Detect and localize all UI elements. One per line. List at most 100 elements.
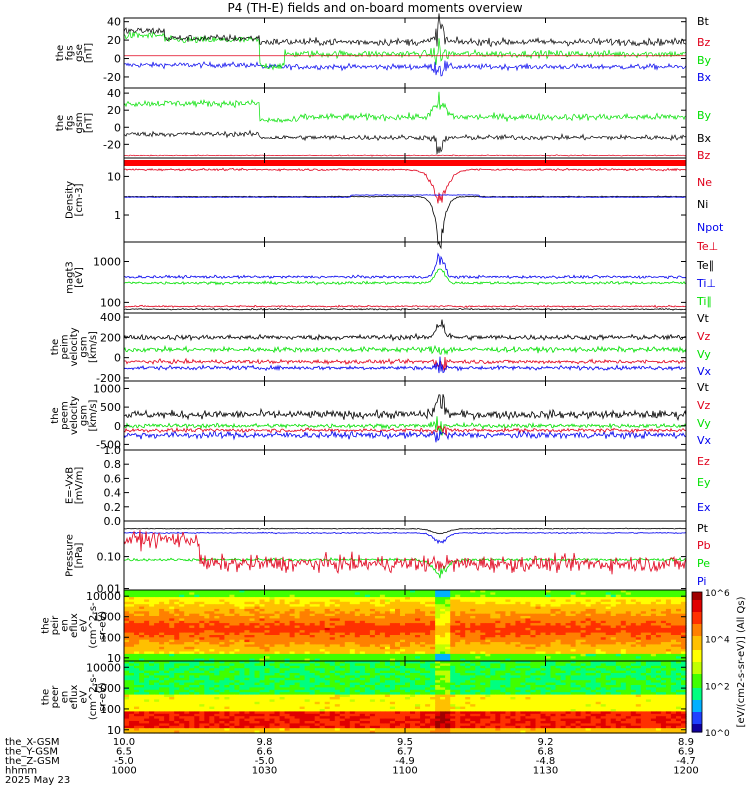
e-field-ytick: 0.0 bbox=[104, 515, 122, 528]
peir-eflux-spectrogram bbox=[124, 590, 687, 662]
temperature-ytick: 1000 bbox=[93, 256, 121, 269]
xtick-hhmm: 1100 bbox=[392, 766, 417, 777]
xtick-y: 6.6 bbox=[257, 747, 273, 758]
fgs-gse-legend-By: By bbox=[697, 54, 712, 67]
pressure-ytick: 0.10 bbox=[97, 551, 122, 564]
fgs-gsm-series-Bx bbox=[123, 129, 687, 155]
colorbar-tick: 10^2 bbox=[705, 682, 730, 692]
fgs-gse-ytick: -20 bbox=[103, 71, 121, 84]
density-ytick: 10 bbox=[107, 170, 121, 183]
e-field-ytick: 0.6 bbox=[104, 472, 122, 485]
xaxis-row-label: hhmm bbox=[5, 766, 37, 777]
peer-eflux-ytick: 1000 bbox=[93, 682, 121, 695]
peem-velocity-legend-Vy: Vy bbox=[697, 417, 711, 430]
pressure-series-Pt bbox=[124, 527, 687, 535]
peim-velocity-legend-Vx: Vx bbox=[697, 365, 712, 378]
density-ytick: 1 bbox=[114, 209, 121, 222]
peem-velocity-ytick: 500 bbox=[100, 401, 121, 414]
density-series-Ne bbox=[123, 167, 687, 204]
xtick-z: -5.0 bbox=[114, 756, 134, 767]
fgs-gsm-series-By bbox=[123, 91, 687, 124]
peem-velocity-series-Vx bbox=[123, 429, 687, 443]
peim-velocity-legend-Vz: Vz bbox=[697, 330, 711, 343]
pressure-ylabel: Pressure[nPa] bbox=[64, 534, 85, 577]
fgs-gse-ytick: 0 bbox=[114, 53, 121, 66]
peem-velocity-ytick: 0 bbox=[114, 420, 121, 433]
fgs-gse-legend-Bt: Bt bbox=[697, 15, 710, 28]
peem-velocity-ytick: -500 bbox=[96, 438, 121, 451]
colorbar-tick: 10^0 bbox=[705, 729, 730, 739]
e-field-legend-Ez: Ez bbox=[697, 455, 710, 468]
peem-velocity-series-Vy bbox=[123, 416, 687, 436]
temperature-legend-Ti: Ti∥ bbox=[696, 295, 712, 308]
fgs-gse-ytick: 20 bbox=[107, 34, 121, 47]
peim-velocity-ytick: 200 bbox=[100, 331, 121, 344]
temperature-series-Ti bbox=[123, 252, 687, 280]
temperature-ylabel: magt3[eV] bbox=[64, 261, 85, 294]
e-field-ytick: 1.0 bbox=[104, 444, 122, 457]
temperature-ytick: 100 bbox=[100, 296, 121, 309]
xtick-x: 10.0 bbox=[113, 737, 135, 748]
peem-velocity-legend-Vx: Vx bbox=[697, 434, 712, 447]
xtick-z: -4.8 bbox=[536, 756, 556, 767]
peim-velocity-ytick: 400 bbox=[100, 311, 121, 324]
xtick-z: -4.7 bbox=[676, 756, 696, 767]
fgs-gse-series-Bx bbox=[123, 60, 687, 77]
temperature-legend-Ti: Ti⊥ bbox=[696, 277, 716, 290]
temperature-series-Te bbox=[123, 304, 687, 309]
density-legend-Npot: Npot bbox=[697, 221, 724, 234]
e-field-ytick: 0.4 bbox=[104, 487, 122, 500]
xtick-hhmm: 1130 bbox=[533, 766, 558, 777]
temperature-legend-Te: Te∥ bbox=[696, 259, 714, 272]
density-legend-Ni: Ni bbox=[697, 198, 708, 211]
peim-velocity-series-Vx bbox=[123, 356, 687, 374]
pressure-legend-Pe: Pe bbox=[697, 557, 710, 570]
pressure-series-Pe bbox=[123, 557, 687, 579]
xtick-y: 6.8 bbox=[538, 747, 554, 758]
fgs-gse-series-Bt bbox=[123, 13, 687, 48]
xtick-y: 6.9 bbox=[678, 747, 694, 758]
peer-eflux-spectrogram bbox=[124, 661, 687, 734]
plot-title: P4 (TH-E) fields and on-board moments ov… bbox=[227, 1, 523, 15]
peim-velocity-series-Vz bbox=[123, 356, 687, 371]
peem-velocity-ytick: 1000 bbox=[93, 382, 121, 395]
pressure-series-Pi bbox=[123, 531, 687, 545]
pressure-series-Pb bbox=[123, 529, 687, 575]
temperature-series-Ti bbox=[123, 268, 687, 286]
xaxis-row-label: the_Z-GSM bbox=[5, 756, 60, 767]
peem-velocity-legend-Vz: Vz bbox=[697, 399, 711, 412]
pressure-legend-Pi: Pi bbox=[697, 575, 706, 588]
xtick-x: 9.5 bbox=[397, 737, 413, 748]
pressure-ytick: 0.01 bbox=[97, 583, 122, 596]
pressure-legend-Pt: Pt bbox=[697, 522, 709, 535]
e-field-legend-Ex: Ex bbox=[697, 501, 711, 514]
peer-eflux-ytick: 100 bbox=[100, 703, 121, 716]
peem-velocity-legend-Vt: Vt bbox=[697, 381, 710, 394]
e-field-legend-Ey: Ey bbox=[697, 476, 711, 489]
peer-eflux-ytick: 10 bbox=[107, 724, 121, 737]
e-field-ylabel: E=-VxB[mV/m] bbox=[64, 467, 85, 505]
xaxis-row-label: 2025 May 23 bbox=[5, 775, 70, 786]
fgs-gse-ytick: 40 bbox=[107, 16, 121, 29]
xtick-y: 6.7 bbox=[397, 747, 413, 758]
temperature-legend-Te: Te⊥ bbox=[696, 240, 718, 253]
xtick-z: -4.9 bbox=[395, 756, 415, 767]
density-frame bbox=[123, 157, 687, 243]
fgs-gsm-ytick: 40 bbox=[107, 87, 121, 100]
peir-eflux-ytick: 10 bbox=[107, 652, 121, 665]
fgs-gsm-ytick: 20 bbox=[107, 104, 121, 117]
peim-velocity-ytick: 0 bbox=[114, 352, 121, 365]
fgs-gsm-frame bbox=[123, 87, 687, 159]
fgs-gsm-legend-By: By bbox=[697, 109, 712, 122]
e-field-ytick: 0.8 bbox=[104, 458, 122, 471]
peim-velocity-series-Vt bbox=[123, 319, 687, 342]
xtick-z: -5.0 bbox=[255, 756, 275, 767]
colorbar: 10^0 10^2 10^4 10^6 bbox=[691, 589, 730, 739]
xaxis-row-label: the_X-GSM bbox=[5, 737, 59, 748]
xtick-x: 9.8 bbox=[257, 737, 273, 748]
